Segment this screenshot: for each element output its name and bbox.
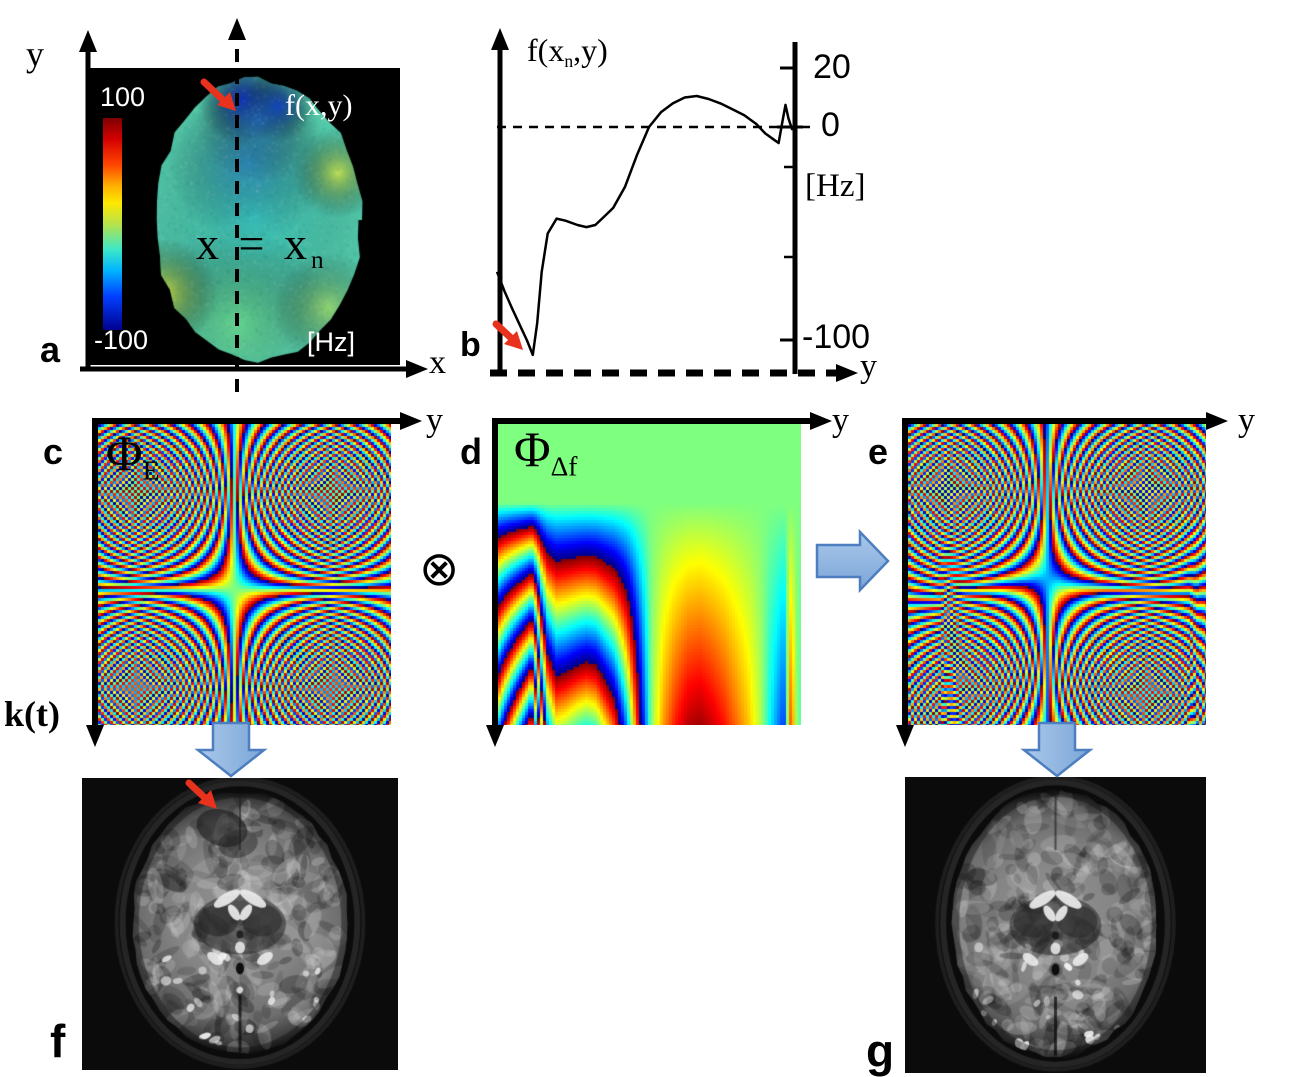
a-slice-label-subscript: n bbox=[310, 245, 328, 274]
e-y-axis-label: y bbox=[1238, 402, 1255, 439]
c-phase-symbol: Φ bbox=[106, 425, 143, 481]
b-tick-label-m100: -100 bbox=[802, 318, 871, 356]
d-phase-symbol: Φ bbox=[514, 421, 551, 477]
e-y-axis-arrowhead-icon bbox=[1206, 412, 1228, 430]
b-value-axis-arrowhead-icon bbox=[491, 28, 509, 50]
b-tick-label-0: 0 bbox=[821, 106, 840, 144]
panel-letter-e: e bbox=[868, 431, 889, 472]
phase-map-encoding bbox=[95, 421, 391, 725]
colorbar-min-label: -100 bbox=[94, 325, 149, 355]
phase-map-combined bbox=[905, 421, 1206, 725]
a-x-axis-arrowhead-icon bbox=[406, 360, 428, 378]
b-y-axis-label: y bbox=[860, 348, 877, 385]
d-phase-subscript: Δf bbox=[550, 450, 578, 482]
field-profile-curve bbox=[495, 94, 796, 357]
a-map-label: f(x,y) bbox=[285, 89, 353, 122]
d-phase-label: ΦΔf bbox=[514, 424, 577, 480]
b-units-label: [Hz] bbox=[805, 168, 866, 204]
a-y-axis-arrowhead-icon bbox=[79, 30, 97, 52]
b-y-axis-arrowhead-icon bbox=[836, 364, 858, 382]
b-title-subscript: n bbox=[564, 51, 574, 72]
panel-letter-f: f bbox=[50, 1015, 66, 1067]
a-x-axis-label: x bbox=[429, 344, 446, 381]
a-slice-line-arrowhead-icon bbox=[228, 18, 246, 40]
panel-letter-b: b bbox=[460, 326, 481, 364]
b-title: f(xn,y) bbox=[527, 34, 608, 71]
a-slice-label-text: x = x bbox=[196, 218, 311, 269]
c-phase-label: ΦE bbox=[106, 428, 159, 484]
b-title-post: ,y) bbox=[573, 32, 608, 68]
b-red-arrow bbox=[492, 320, 514, 341]
blue-down-arrow-right-icon bbox=[1020, 721, 1094, 778]
a-slice-label: x = xn bbox=[196, 221, 328, 273]
panel-letter-d: d bbox=[460, 431, 482, 472]
phase-map-offresonance bbox=[495, 421, 801, 725]
b-red-arrowhead-icon bbox=[504, 331, 523, 350]
c-kt-axis-arrowhead-icon bbox=[86, 725, 104, 747]
c-y-axis-arrowhead-icon bbox=[400, 412, 422, 430]
a-y-axis-label: y bbox=[26, 34, 44, 74]
c-kt-axis-label: k(t) bbox=[4, 694, 60, 734]
brain-image-distorted bbox=[82, 778, 398, 1070]
d-y-axis-label: y bbox=[832, 402, 849, 439]
colorbar-max-label: 100 bbox=[100, 82, 146, 112]
d-y-axis-arrowhead-icon bbox=[810, 412, 832, 430]
circled-times-icon: ⊗ bbox=[419, 543, 460, 596]
a-units-label: [Hz] bbox=[307, 327, 356, 357]
brain-image-corrected bbox=[905, 777, 1206, 1073]
d-kt-axis-arrowhead-icon bbox=[486, 725, 504, 747]
blue-down-arrow-left-icon bbox=[194, 721, 268, 778]
e-kt-axis-arrowhead-icon bbox=[896, 725, 914, 747]
b-tick-label-20: 20 bbox=[813, 48, 851, 86]
blue-right-arrow-icon bbox=[815, 528, 890, 594]
b-title-pre: f(x bbox=[527, 32, 565, 68]
c-phase-subscript: E bbox=[142, 454, 160, 486]
colorbar bbox=[103, 118, 122, 330]
panel-letter-a: a bbox=[40, 329, 61, 370]
panel-letter-g: g bbox=[866, 1025, 895, 1077]
c-y-axis-label: y bbox=[426, 402, 443, 439]
panel-letter-c: c bbox=[43, 431, 64, 472]
field-map-image bbox=[88, 68, 400, 365]
